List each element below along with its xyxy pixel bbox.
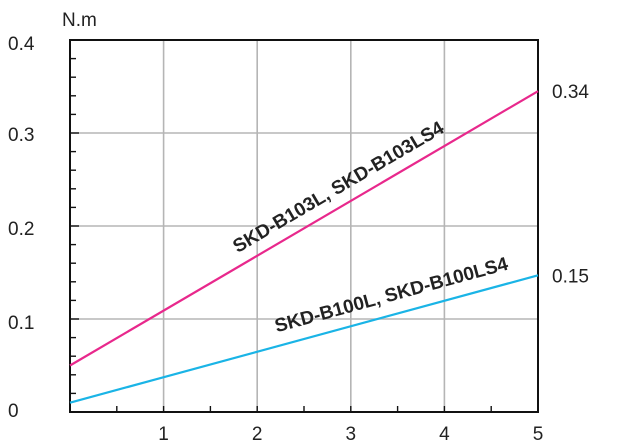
- series-name-label: SKD-B103L, SKD-B103LS4: [230, 117, 449, 257]
- x-tick-label: 4: [439, 424, 450, 442]
- x-tick-label: 3: [346, 424, 357, 442]
- x-tick-label: 5: [533, 424, 544, 442]
- y-tick-label: 0.4: [8, 34, 35, 55]
- x-tick-label: 1: [158, 424, 169, 442]
- y-tick-label: 0.2: [8, 219, 34, 240]
- y-tick-label: 0.1: [8, 313, 34, 334]
- x-tick-labels: 1 2 3 4 5: [158, 424, 543, 442]
- y-tick-labels: 0 0.1 0.2 0.3 0.4: [8, 34, 35, 422]
- series-line: [69, 274, 539, 404]
- y-axis-unit-label: N.m: [62, 10, 97, 31]
- grid: [70, 40, 538, 412]
- series-line: [69, 90, 539, 367]
- y-tick-label: 0.3: [8, 125, 34, 146]
- series-name-label: SKD-B100L, SKD-B100LS4: [273, 254, 511, 338]
- series-layer: 0.34 SKD-B103L, SKD-B103LS4 0.15 SKD-B100L,…: [69, 82, 589, 404]
- x-tick-label: 2: [252, 424, 263, 442]
- series-end-label: 0.15: [552, 266, 589, 287]
- plot-frame: [69, 39, 539, 413]
- series-end-label: 0.34: [552, 82, 589, 103]
- y-tick-label: 0: [8, 401, 19, 422]
